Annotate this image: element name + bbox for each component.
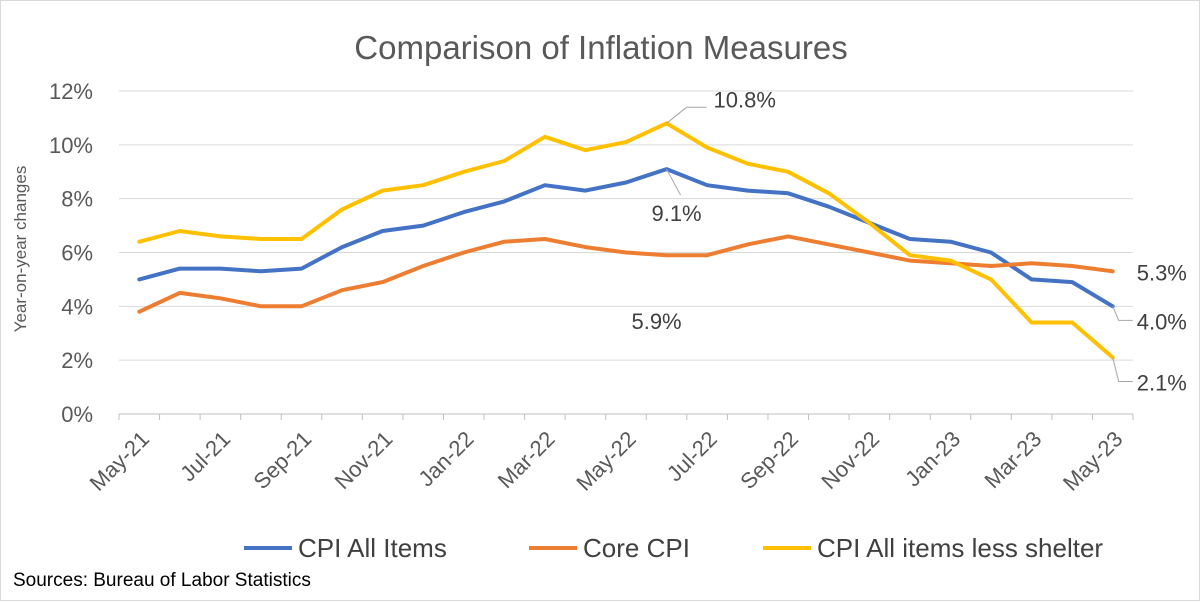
x-tick-label: Jul-22 <box>662 426 722 486</box>
leader-line <box>1112 357 1133 382</box>
legend-label: CPI All Items <box>298 533 447 563</box>
data-label: 5.3% <box>1137 260 1187 285</box>
x-tick-label: May-23 <box>1058 426 1128 496</box>
legend-label: Core CPI <box>583 533 690 563</box>
y-axis-label: Year-on-year changes <box>11 166 30 333</box>
x-tick-label: May-21 <box>85 426 155 496</box>
legend: CPI All Items Core CPI CPI All items less … <box>244 533 1103 563</box>
x-tick-label: Nov-21 <box>330 426 398 494</box>
x-tick-label: Mar-23 <box>979 426 1046 493</box>
series-line-1 <box>137 167 1115 309</box>
y-tick-label: 8% <box>61 187 93 212</box>
x-tick-label: May-22 <box>571 426 641 496</box>
x-tick-label: Mar-22 <box>493 426 560 493</box>
series-lines <box>137 121 1115 360</box>
y-tick-label: 10% <box>49 133 93 158</box>
data-label: 5.9% <box>631 309 681 334</box>
x-tick-label: Jan-23 <box>900 426 965 491</box>
data-label: 2.1% <box>1137 370 1187 395</box>
leader-line <box>1112 306 1133 321</box>
leader-line <box>666 106 707 124</box>
gridlines <box>119 90 1133 361</box>
data-annotations: 10.8% 9.1% 5.9% 5.3% 4.0% 2.1% <box>631 87 1186 395</box>
source-note: Sources: Bureau of Labor Statistics <box>13 570 311 591</box>
x-tick-label: Jul-21 <box>175 426 235 486</box>
series-line-3 <box>137 121 1115 360</box>
x-tick-label: Nov-22 <box>816 426 884 494</box>
data-label: 4.0% <box>1137 309 1187 334</box>
x-tick-label: Sep-22 <box>735 426 803 494</box>
series-line-2 <box>137 234 1115 314</box>
x-tick-label: Sep-21 <box>249 426 317 494</box>
y-tick-label: 6% <box>61 241 93 266</box>
y-axis-ticks: 0% 2% 4% 6% 8% 10% 12% <box>49 79 93 427</box>
data-label: 10.8% <box>714 87 776 112</box>
x-axis: May-21 Jul-21 Sep-21 Nov-21 Jan-22 Mar-22 May-… <box>85 413 1134 496</box>
y-tick-label: 2% <box>61 348 93 373</box>
legend-label: CPI All items less shelter <box>817 533 1103 563</box>
y-tick-label: 12% <box>49 79 93 104</box>
y-tick-label: 0% <box>61 402 93 427</box>
y-tick-label: 4% <box>61 294 93 319</box>
chart-title: Comparison of Inflation Measures <box>354 29 847 66</box>
x-tick-label: Jan-22 <box>413 426 478 491</box>
leader-line <box>666 168 682 196</box>
data-label: 9.1% <box>651 201 701 226</box>
